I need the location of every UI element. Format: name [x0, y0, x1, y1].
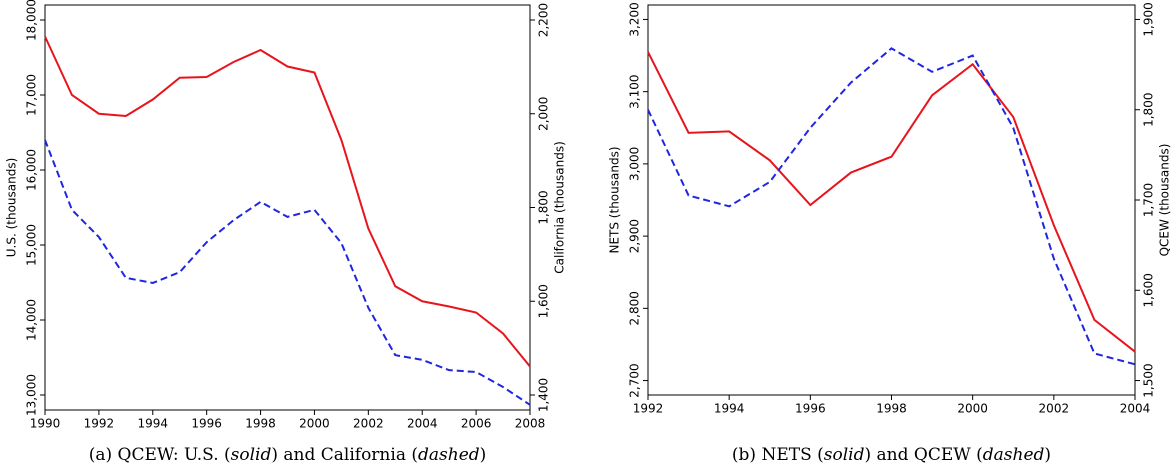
caption-part: ): [480, 445, 487, 465]
caption-part: ) and California (: [271, 445, 418, 465]
series-line: [647, 51, 1136, 353]
y2-tick-label: 1,700: [1142, 183, 1156, 217]
x-tick-label: 1992: [633, 402, 664, 416]
x-tick-label: 2002: [1039, 402, 1070, 416]
x-tick-label: 1994: [138, 417, 169, 431]
y2-tick-label: 1,500: [1142, 363, 1156, 397]
x-tick-label: 2002: [353, 417, 384, 431]
caption-part: (b) NETS (: [732, 445, 824, 465]
caption-part: (a) QCEW: U.S. (: [89, 445, 231, 465]
caption: (a) QCEW: U.S. (solid) and California (d…: [89, 445, 487, 465]
caption-part: dashed: [983, 445, 1045, 465]
caption-part: solid: [824, 445, 865, 465]
caption: (b) NETS (solid) and QCEW (dashed): [732, 445, 1051, 465]
series-line: [44, 139, 531, 406]
caption-part: ): [1044, 445, 1051, 465]
x-tick-label: 1998: [245, 417, 276, 431]
y-tick-label: 16,000: [25, 149, 39, 191]
y2-tick-label: 1,800: [1142, 93, 1156, 127]
y2-axis-title: QCEW (thousands): [1158, 144, 1172, 257]
x-tick-label: 2006: [461, 417, 492, 431]
y2-tick-label: 2,000: [537, 97, 551, 131]
y-tick-label: 3,100: [628, 74, 642, 108]
y2-axis-title: California (thousands): [553, 141, 567, 274]
x-tick-label: 1996: [191, 417, 222, 431]
y-tick-label: 3,000: [628, 147, 642, 181]
x-tick-label: 2004: [407, 417, 438, 431]
y2-tick-label: 2,200: [537, 3, 551, 37]
y-tick-label: 18,000: [25, 0, 39, 41]
y-tick-label: 3,200: [628, 2, 642, 36]
y-axis-title: NETS (thousands): [608, 146, 622, 253]
caption-part: ) and QCEW (: [865, 445, 983, 465]
y-tick-label: 15,000: [25, 224, 39, 266]
y2-tick-label: 1,600: [537, 284, 551, 318]
y-tick-label: 2,700: [628, 363, 642, 397]
series-line: [647, 47, 1136, 366]
y-tick-label: 13,000: [25, 374, 39, 416]
caption-part: solid: [231, 445, 272, 465]
x-tick-label: 1992: [84, 417, 115, 431]
y-tick-label: 14,000: [25, 299, 39, 341]
y-axis-title: U.S. (thousands): [5, 158, 19, 258]
x-tick-label: 2000: [957, 402, 988, 416]
caption-part: dashed: [418, 445, 480, 465]
y2-tick-label: 1,900: [1142, 2, 1156, 36]
y-tick-label: 2,800: [628, 291, 642, 325]
x-tick-label: 1996: [795, 402, 826, 416]
plot-frame: [647, 4, 1136, 396]
x-tick-label: 2008: [515, 417, 546, 431]
x-tick-label: 2004: [1120, 402, 1151, 416]
x-tick-label: 1994: [714, 402, 745, 416]
y-tick-label: 17,000: [25, 74, 39, 116]
series-line: [44, 36, 531, 368]
x-tick-label: 2000: [299, 417, 330, 431]
y-tick-label: 2,900: [628, 219, 642, 253]
y2-tick-label: 1,400: [537, 378, 551, 412]
y2-tick-label: 1,800: [537, 190, 551, 224]
x-tick-label: 1998: [876, 402, 907, 416]
y2-tick-label: 1,600: [1142, 273, 1156, 307]
x-tick-label: 1990: [30, 417, 61, 431]
